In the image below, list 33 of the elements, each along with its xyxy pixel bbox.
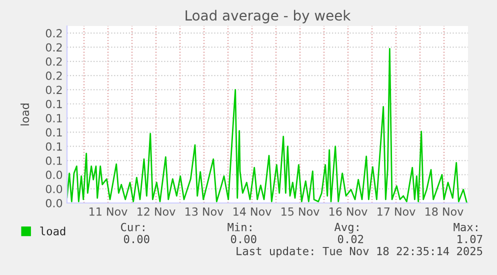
- text: Last update: Tue Nov 18 22:35:14 2025: [236, 246, 482, 258]
- y-tick-label: 0.2: [46, 72, 62, 80]
- y-tick-label: 0.2: [46, 86, 62, 94]
- y-tick-label: 0.2: [46, 29, 62, 38]
- y-tick-label: 0.1: [46, 100, 62, 108]
- text: Max:: [454, 222, 478, 232]
- y-tick-label: 0.1: [46, 114, 62, 122]
- y-tick-label: 0.0: [46, 198, 62, 208]
- text: Min:: [228, 222, 252, 232]
- text: 0.00: [230, 234, 256, 244]
- chart-title: Load average - by week: [186, 10, 351, 24]
- y-tick-label: 0.0: [46, 170, 62, 180]
- y-tick-label: 0.2: [46, 57, 62, 66]
- legend-label: load: [40, 226, 66, 236]
- text: 1.07: [458, 234, 482, 244]
- x-tick-label: 17 Nov: [378, 208, 416, 216]
- y-tick-label: 0.0: [46, 184, 62, 194]
- y-tick-label: 0.1: [46, 128, 62, 137]
- text: Avg:: [334, 222, 358, 234]
- y-tick-label: 0.2: [46, 43, 62, 52]
- x-tick-label: 15 Nov: [282, 208, 320, 216]
- x-tick-label: 14 Nov: [234, 208, 272, 216]
- y-axis-title: load: [20, 104, 30, 126]
- x-tick-label: 12 Nov: [138, 207, 176, 216]
- x-tick-label: 16 Nov: [330, 207, 368, 216]
- text: 0.00: [124, 234, 150, 244]
- text: Cur:: [120, 222, 144, 232]
- y-tick-label: 0.1: [46, 142, 62, 151]
- x-tick-label: 13 Nov: [186, 207, 224, 216]
- y-tick-label: 0.1: [46, 156, 62, 165]
- text: 0.02: [338, 234, 364, 244]
- x-tick-label: 11 Nov: [90, 208, 128, 216]
- x-tick-label: 18 Nov: [426, 207, 464, 216]
